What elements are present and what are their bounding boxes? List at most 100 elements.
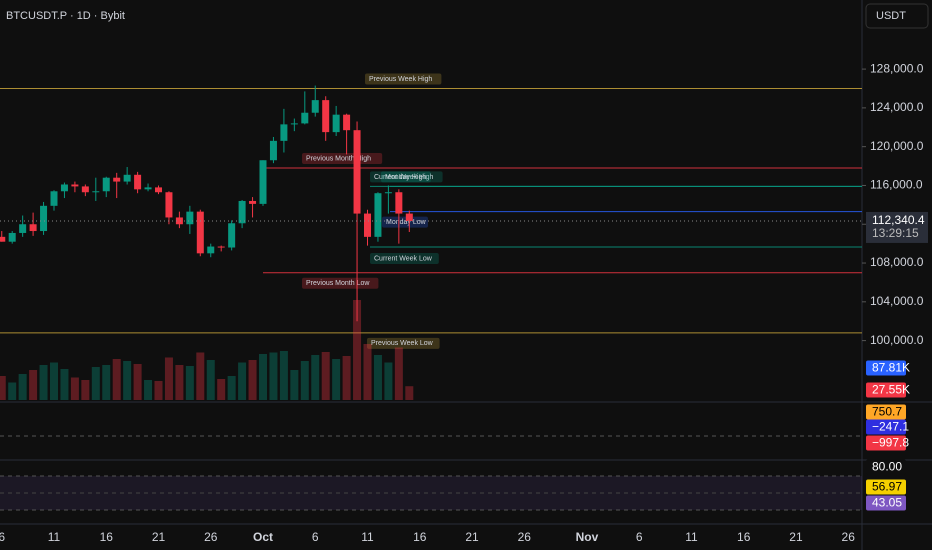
indicator-badge-text: 80.00 bbox=[872, 460, 902, 474]
candle-body bbox=[217, 246, 225, 248]
x-tick-label: 11 bbox=[685, 530, 698, 544]
volume-bar bbox=[133, 364, 142, 400]
volume-bar bbox=[81, 380, 90, 400]
candle-body bbox=[269, 140, 277, 161]
candle-body bbox=[353, 130, 361, 214]
candle-body bbox=[395, 192, 403, 214]
volume-bar bbox=[394, 347, 403, 400]
volume-bar bbox=[373, 355, 382, 400]
volume-bar bbox=[29, 370, 38, 400]
candle-body bbox=[186, 211, 194, 225]
current-price-badge bbox=[866, 211, 928, 243]
volume-bar bbox=[206, 360, 215, 400]
candle-body bbox=[322, 100, 330, 133]
volume-bar bbox=[405, 386, 414, 400]
indicator-badge bbox=[866, 419, 906, 435]
candle-body bbox=[364, 213, 371, 237]
level-label: Monday High bbox=[385, 174, 426, 181]
x-tick-label: 11 bbox=[48, 530, 61, 544]
indicator-badge-text: −997.8 bbox=[872, 436, 909, 450]
volume-bar bbox=[196, 352, 205, 400]
candle-body bbox=[332, 114, 340, 133]
x-tick-label: Nov bbox=[576, 530, 599, 544]
indicator-badge bbox=[866, 495, 906, 511]
candle-body bbox=[374, 193, 382, 237]
candle-body bbox=[19, 224, 27, 233]
volume-bar bbox=[238, 362, 247, 400]
candle-body bbox=[290, 123, 298, 125]
indicator-badge-text: 87.81K bbox=[872, 361, 910, 375]
indicator-badge-text: 56.97 bbox=[872, 480, 902, 494]
volume-bar bbox=[353, 300, 362, 400]
candle-body bbox=[123, 174, 131, 182]
level-label-box bbox=[382, 216, 428, 228]
x-tick-label: 21 bbox=[789, 530, 803, 544]
currency-button[interactable] bbox=[865, 3, 929, 29]
x-tick-label: Oct bbox=[253, 530, 273, 544]
candle-body bbox=[207, 246, 215, 254]
level-label-box bbox=[370, 253, 439, 265]
y-tick-label: 128,000.0 bbox=[870, 61, 924, 75]
volume-bar bbox=[227, 376, 236, 400]
volume-bar bbox=[248, 360, 257, 400]
volume-bar bbox=[384, 362, 393, 400]
x-tick-label: 21 bbox=[465, 530, 479, 544]
candle-body bbox=[144, 187, 152, 190]
candle-body bbox=[405, 213, 413, 221]
plot: 100,000.0104,000.0108,000.0112,000.0116,… bbox=[0, 61, 924, 544]
indicator-badge-text: −247.1 bbox=[872, 420, 909, 434]
candle-body bbox=[301, 112, 309, 124]
candle-body bbox=[0, 236, 6, 242]
candle-body bbox=[311, 100, 319, 113]
level-label-box bbox=[370, 171, 443, 183]
level-label: Current Week Low bbox=[374, 255, 433, 262]
volume-bar bbox=[123, 361, 132, 400]
y-tick-label: 104,000.0 bbox=[870, 294, 924, 308]
volume-bar bbox=[175, 365, 184, 400]
volume-bar bbox=[269, 352, 278, 400]
x-tick-label: 16 bbox=[413, 530, 427, 544]
volume-bar bbox=[18, 374, 27, 400]
candle-body bbox=[60, 184, 68, 192]
candle-body bbox=[71, 184, 79, 187]
candle-body bbox=[155, 187, 162, 193]
x-tick-label: 26 bbox=[842, 530, 856, 544]
level-label: Previous Week High bbox=[369, 76, 432, 83]
candle-body bbox=[113, 177, 121, 182]
x-tick-label: 11 bbox=[361, 530, 374, 544]
level-label-box bbox=[367, 337, 440, 349]
candle-body bbox=[384, 192, 392, 194]
indicator-badge bbox=[866, 479, 906, 495]
rsi-band bbox=[0, 476, 862, 510]
level-label: Previous Week Low bbox=[371, 340, 434, 347]
candle-body bbox=[50, 191, 58, 206]
x-tick-label: 26 bbox=[204, 530, 218, 544]
candle-body bbox=[134, 174, 142, 190]
candle-body bbox=[92, 191, 100, 193]
y-tick-label: 124,000.0 bbox=[870, 100, 924, 114]
candle-body bbox=[280, 124, 288, 141]
level-label: Monday Low bbox=[386, 219, 427, 226]
indicator-badge-text: 43.05 bbox=[872, 496, 902, 510]
volume-bar bbox=[8, 382, 17, 400]
indicator-badge bbox=[866, 360, 906, 376]
chart-title: BTCUSDT.P · 1D · Bybit bbox=[6, 10, 125, 22]
candle-body bbox=[29, 224, 37, 232]
y-tick-label: 120,000.0 bbox=[870, 139, 924, 153]
volume-bar bbox=[164, 357, 173, 400]
x-tick-label: 16 bbox=[100, 530, 114, 544]
indicator-badge bbox=[866, 435, 906, 451]
x-tick-label: 16 bbox=[737, 530, 751, 544]
volume-bar bbox=[112, 359, 121, 400]
candle-body bbox=[228, 223, 236, 248]
level-label-box bbox=[381, 171, 431, 183]
currency-button-text[interactable]: USDT bbox=[876, 10, 906, 22]
volume-bar bbox=[342, 356, 351, 400]
volume-bar bbox=[70, 377, 79, 400]
candle-body bbox=[196, 211, 204, 254]
candle-body bbox=[343, 114, 351, 131]
volume-bar bbox=[60, 369, 69, 400]
volume-bar bbox=[300, 361, 309, 400]
indicator-badge bbox=[866, 404, 906, 420]
